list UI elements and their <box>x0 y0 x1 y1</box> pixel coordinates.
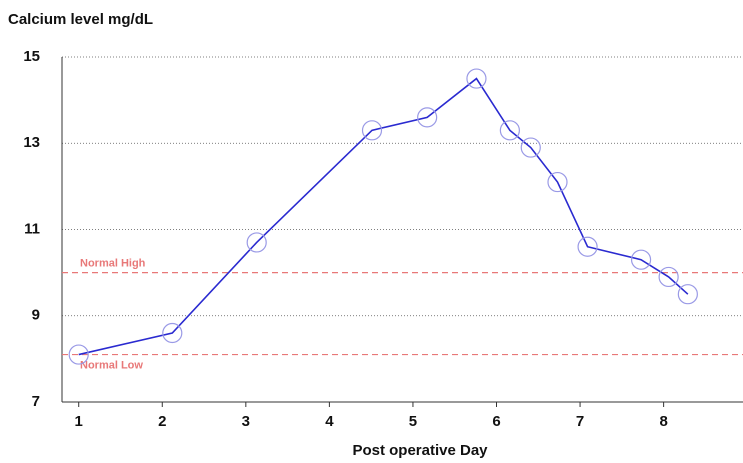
data-line <box>78 77 689 356</box>
data-point <box>162 322 183 344</box>
data-point <box>520 137 541 158</box>
x-tick-label: 5 <box>409 413 417 430</box>
y-tick-label: 11 <box>24 220 40 237</box>
data-point <box>499 120 520 141</box>
data-point <box>246 232 267 253</box>
x-tick-label: 7 <box>576 413 584 430</box>
data-point <box>630 249 652 270</box>
x-tick-label: 8 <box>659 413 667 430</box>
data-point <box>68 344 89 365</box>
y-tick-label: 7 <box>32 393 40 410</box>
x-tick-label: 2 <box>158 413 166 430</box>
y-tick-label: 15 <box>23 48 40 65</box>
data-point <box>577 236 598 257</box>
x-tick-label: 6 <box>492 413 500 430</box>
y-tick-label: 13 <box>23 134 40 151</box>
data-point <box>361 120 383 141</box>
x-tick-label: 3 <box>242 413 250 430</box>
reference-label: Normal Low <box>80 359 143 371</box>
reference-label: Normal High <box>80 258 146 270</box>
x-tick-label: 1 <box>75 413 83 430</box>
data-point <box>677 284 698 305</box>
y-tick-label: 9 <box>32 307 40 324</box>
data-point <box>547 171 568 193</box>
data-point <box>417 107 438 128</box>
data-point <box>466 68 487 89</box>
data-point <box>658 266 679 288</box>
y-axis-label: Calcium level mg/dL <box>8 11 153 28</box>
x-axis-label: Post operative Day <box>352 442 488 459</box>
x-tick-label: 4 <box>325 413 334 430</box>
